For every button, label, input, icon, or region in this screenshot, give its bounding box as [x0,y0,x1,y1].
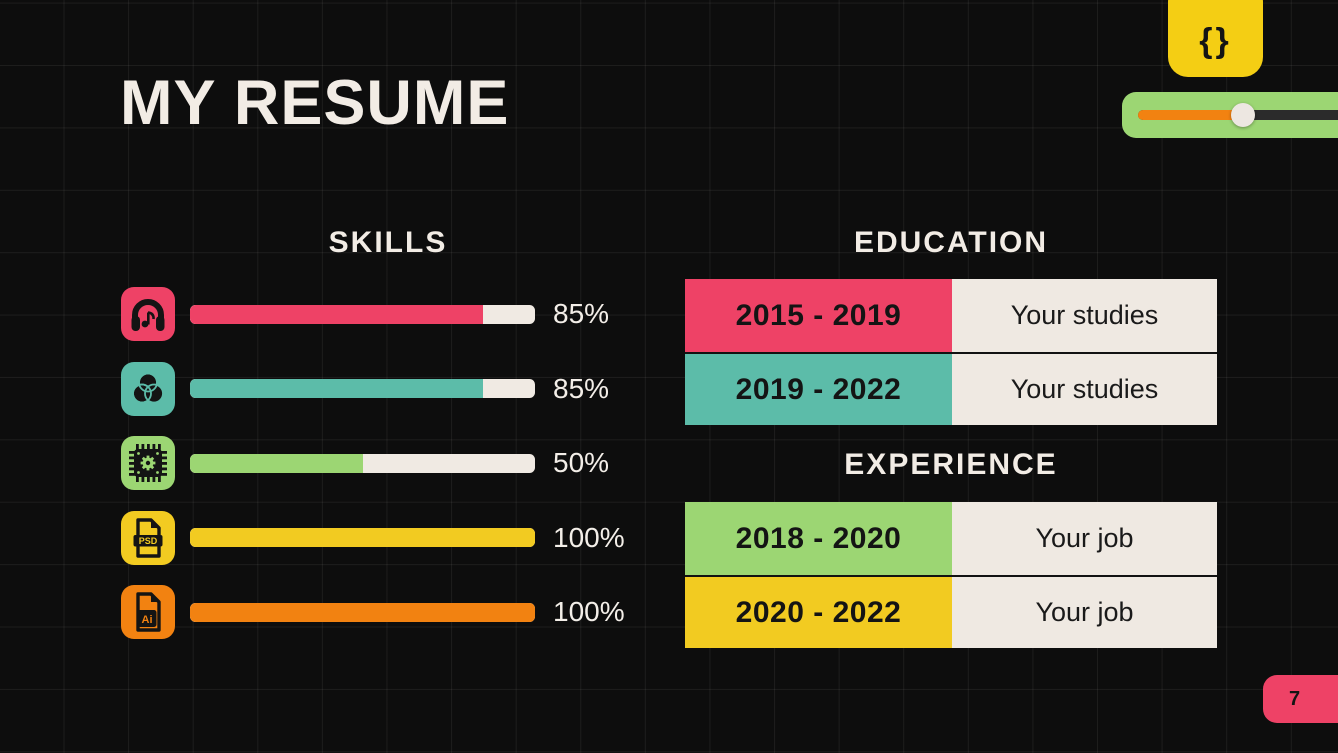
skill-row: 50% [121,436,625,490]
education-description: Your studies [952,354,1217,425]
experience-description: Your job [952,502,1217,575]
page-title: MY RESUME [120,68,510,138]
skill-bar-fill [190,602,535,622]
education-description: Your studies [952,279,1217,352]
experience-description: Your job [952,577,1217,648]
skill-percent: 85% [553,298,610,329]
ai-file-icon: Ai [121,585,175,639]
skill-bar-fill [190,453,363,473]
skill-bar-fill [190,379,484,398]
experience-heading: EXPERIENCE [844,448,1058,481]
skill-bar [190,453,535,473]
skill-percent: 100% [553,596,625,627]
psd-file-icon: PSD [121,510,175,565]
cpu-chip-icon [121,436,175,490]
experience-row: 2020 - 2022 Your job [685,575,1217,648]
slider-track [1138,103,1338,127]
decorative-slider [1122,92,1338,138]
education-table: 2015 - 2019 Your studies 2019 - 2022 You… [685,279,1217,425]
experience-table: 2018 - 2020 Your job 2020 - 2022 Your jo… [685,502,1217,648]
skill-bar [190,528,535,547]
slider-fill [1138,110,1244,120]
education-row: 2019 - 2022 Your studies [685,352,1217,425]
skill-percent: 100% [553,521,625,553]
page-number-badge: 7 [1263,675,1338,723]
skill-bar-fill [190,304,484,324]
skills-list: 85% 85% [121,287,625,639]
slider-knob[interactable] [1231,103,1256,127]
skill-percent: 85% [553,372,610,404]
education-period: 2015 - 2019 [685,279,952,352]
headphones-music-icon [121,287,175,341]
svg-text:PSD: PSD [139,536,158,546]
curly-braces-icon: {} [1199,22,1232,60]
skill-bar [190,602,535,622]
skill-bar [190,379,535,398]
skill-bar [190,304,535,324]
skills-heading: SKILLS [328,226,448,259]
color-blend-icon [121,361,175,416]
code-badge: {} [1168,0,1263,77]
experience-row: 2018 - 2020 Your job [685,502,1217,575]
skill-row: 85% [121,361,625,416]
skill-bar-fill [190,528,535,547]
education-period: 2019 - 2022 [685,354,952,425]
experience-period: 2018 - 2020 [685,502,952,575]
skill-row: PSD 100% [121,510,625,565]
experience-period: 2020 - 2022 [685,577,952,648]
skill-row: Ai 100% [121,585,625,639]
svg-text:Ai: Ai [142,614,153,626]
skill-percent: 50% [553,447,610,478]
page-number: 7 [1289,687,1301,710]
education-row: 2015 - 2019 Your studies [685,279,1217,352]
skill-row: 85% [121,287,625,341]
education-heading: EDUCATION [853,226,1049,259]
